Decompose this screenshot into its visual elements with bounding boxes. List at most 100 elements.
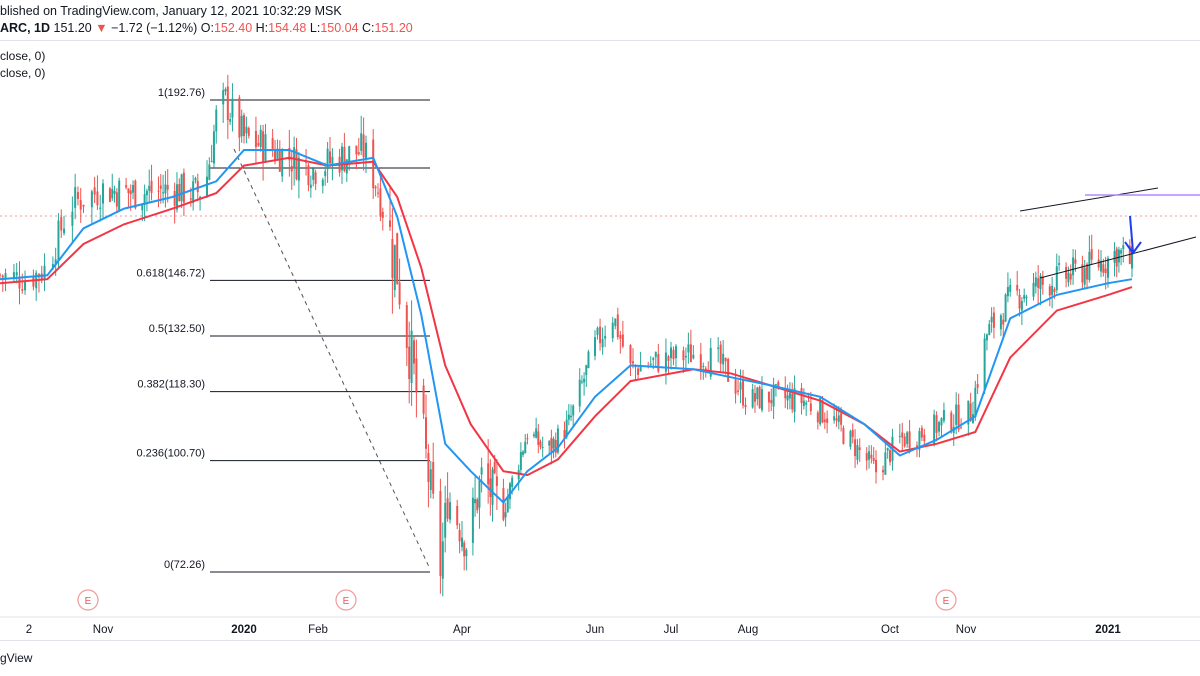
candle-body — [222, 90, 225, 105]
candle-body — [774, 384, 777, 386]
candle-body — [199, 196, 202, 198]
candle-body — [210, 160, 213, 162]
candle-body — [432, 461, 435, 494]
candle-body — [102, 183, 104, 204]
candle-body — [967, 400, 970, 425]
candle-body — [807, 400, 810, 402]
candle-body — [692, 354, 695, 359]
candle-body — [159, 185, 162, 189]
candle-body — [872, 458, 875, 461]
indicator-label[interactable]: close, 0) — [0, 49, 46, 63]
candle-body — [307, 165, 310, 186]
candle-body — [657, 353, 660, 372]
candle-body — [918, 431, 921, 450]
candle-body — [341, 146, 343, 171]
candle-body — [875, 459, 878, 473]
x-tick-label: Apr — [453, 624, 471, 636]
candle-body — [933, 414, 936, 444]
candle-body — [535, 428, 538, 438]
candle-body — [276, 148, 279, 159]
candle-body — [548, 441, 551, 446]
candle-body — [478, 480, 481, 508]
candle-body — [247, 128, 250, 136]
close-value: 151.20 — [374, 21, 413, 35]
candle-body — [99, 207, 102, 209]
x-tick-label: Jul — [664, 624, 679, 636]
candle-body — [374, 186, 377, 189]
candle-body — [687, 344, 690, 353]
candle-body — [164, 184, 167, 194]
channel-upper-line[interactable] — [1019, 187, 1159, 212]
candle-body — [422, 385, 425, 414]
candle-body — [552, 438, 555, 449]
candle-body — [522, 451, 525, 455]
candle-body — [596, 327, 599, 335]
candle-body — [377, 192, 379, 194]
candle-body — [674, 346, 677, 359]
price-chart[interactable]: 1(192.76) 0.618(146.72) 0.5(132.50) 0.382(1… — [0, 41, 1200, 639]
candle-body — [1002, 319, 1005, 325]
candle-body — [379, 188, 382, 217]
ema-slow-line — [0, 156, 1133, 477]
candle-body — [129, 190, 132, 195]
candle-body — [670, 347, 672, 359]
candle-body — [539, 441, 542, 447]
fib-retracement[interactable]: 1(192.76) 0.618(146.72) 0.5(132.50) 0.382(1… — [137, 87, 431, 573]
earnings-label: E — [85, 596, 92, 607]
candle-body — [756, 387, 759, 400]
candle-body — [166, 185, 169, 190]
candle-body — [744, 404, 747, 408]
candle-body — [182, 172, 185, 203]
candle-body — [79, 200, 82, 210]
candle-body — [727, 359, 730, 382]
candle-body — [82, 204, 85, 207]
candle-body — [1120, 250, 1123, 254]
candle-body — [274, 150, 277, 161]
channel-lower-line[interactable] — [1039, 236, 1197, 279]
candle-body — [786, 395, 789, 401]
candle-body — [599, 326, 602, 344]
candle-body — [1006, 287, 1009, 297]
footer: gView — [0, 640, 1200, 676]
candle-body — [667, 356, 670, 361]
candle-body — [125, 185, 128, 188]
candle-body — [990, 316, 993, 323]
candle-body — [826, 418, 829, 423]
candle-body — [1058, 263, 1061, 265]
candle-body — [1025, 296, 1028, 299]
close-label: C: — [362, 21, 375, 35]
candle-body — [226, 86, 229, 121]
candle-body — [1083, 267, 1086, 285]
candle-body — [314, 172, 317, 184]
candle-body — [309, 184, 312, 188]
candle-body — [1102, 264, 1105, 273]
candle-body — [456, 505, 459, 526]
candle-body — [0, 274, 1, 276]
candle-body — [180, 174, 183, 202]
candle-body — [288, 147, 291, 161]
candle-body — [480, 467, 483, 475]
candle-body — [992, 312, 995, 328]
candle-body — [854, 439, 857, 456]
candle-body — [1067, 272, 1070, 283]
candle-body — [1090, 249, 1093, 260]
candle-body — [245, 126, 248, 134]
candle-body — [393, 245, 396, 291]
candle-body — [770, 399, 773, 404]
open-value: 152.40 — [213, 21, 253, 35]
fib-level-label: 0(72.26) — [164, 559, 205, 571]
candle-body — [537, 431, 540, 445]
earnings-label: E — [943, 596, 950, 607]
candle-body — [396, 233, 399, 284]
candle-body — [717, 347, 720, 350]
candle-body — [583, 378, 586, 383]
candle-body — [837, 415, 840, 422]
indicator-label[interactable]: close, 0) — [0, 66, 46, 80]
candle-body — [192, 181, 195, 204]
candle-body — [903, 436, 906, 447]
candle-body — [381, 211, 384, 218]
candle-body — [1039, 275, 1042, 290]
candle-body — [355, 145, 358, 155]
candle-body — [985, 334, 988, 341]
candle-body — [471, 497, 474, 543]
